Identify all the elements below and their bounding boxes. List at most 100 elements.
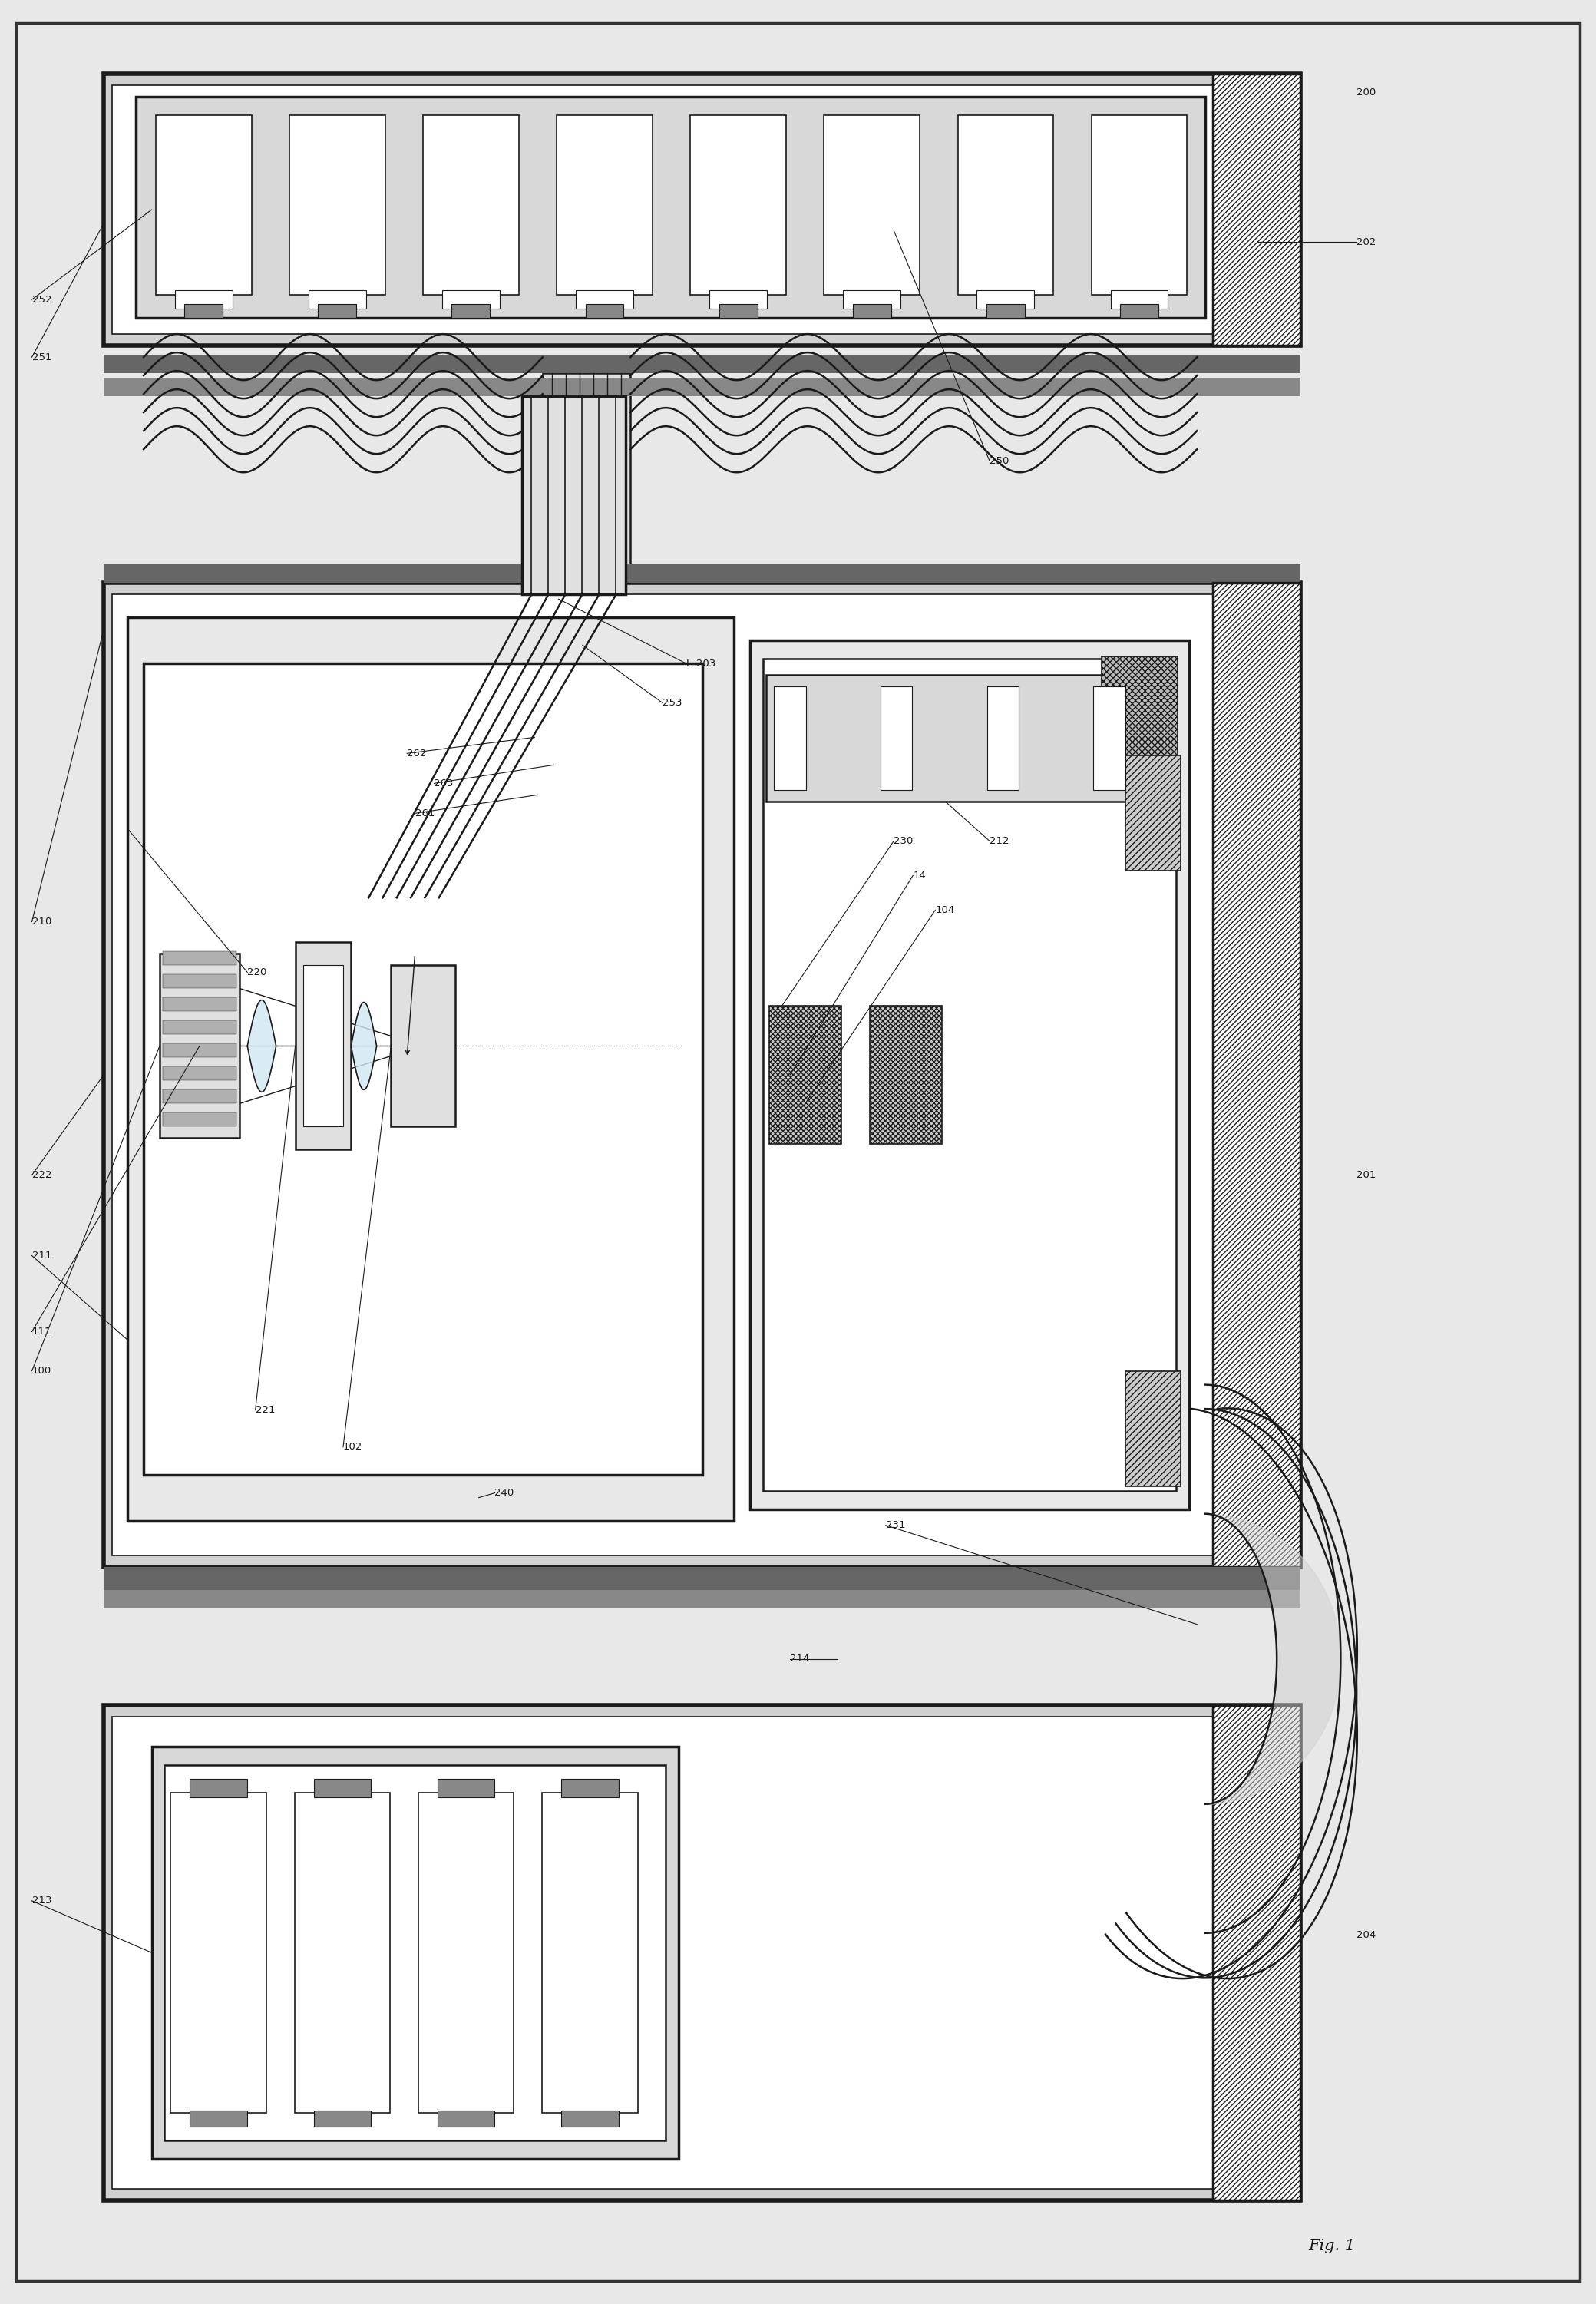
Text: 14: 14 bbox=[913, 871, 926, 880]
Text: 214: 214 bbox=[790, 1654, 809, 1663]
Bar bbox=[104, 583, 1301, 1567]
Bar bbox=[144, 664, 702, 1475]
Bar bbox=[104, 355, 1301, 373]
Bar bbox=[766, 675, 1125, 802]
Bar bbox=[163, 952, 236, 965]
Text: 111: 111 bbox=[32, 1327, 51, 1336]
Bar bbox=[136, 97, 1205, 318]
Bar bbox=[295, 942, 351, 1150]
Bar bbox=[720, 304, 758, 318]
Text: 261: 261 bbox=[415, 809, 434, 818]
Text: 230: 230 bbox=[894, 836, 913, 846]
Bar bbox=[112, 1716, 1293, 2189]
Bar bbox=[986, 304, 1025, 318]
Bar bbox=[576, 290, 634, 309]
Bar bbox=[986, 687, 1018, 790]
Text: 210: 210 bbox=[32, 917, 51, 926]
Bar bbox=[318, 304, 356, 318]
Text: 231: 231 bbox=[886, 1521, 905, 1530]
Text: 102: 102 bbox=[343, 1442, 362, 1452]
Bar bbox=[163, 1067, 236, 1081]
Bar bbox=[1101, 657, 1178, 790]
Bar bbox=[977, 290, 1034, 309]
Bar bbox=[112, 85, 1293, 334]
Bar bbox=[391, 965, 455, 1127]
Bar bbox=[1213, 583, 1301, 1567]
Bar bbox=[104, 74, 1301, 346]
Bar bbox=[750, 641, 1189, 1509]
Bar bbox=[586, 304, 624, 318]
Bar bbox=[1213, 1705, 1301, 2200]
Bar bbox=[163, 975, 236, 988]
Text: 253: 253 bbox=[662, 698, 681, 707]
Bar bbox=[557, 115, 653, 295]
Bar bbox=[958, 115, 1053, 295]
Bar bbox=[104, 378, 1301, 396]
Bar bbox=[418, 1793, 514, 2113]
Bar bbox=[104, 1590, 1301, 1608]
Text: 240: 240 bbox=[495, 1488, 514, 1498]
Bar bbox=[163, 1021, 236, 1034]
Text: 200: 200 bbox=[1357, 88, 1376, 97]
Bar bbox=[190, 1779, 247, 1797]
Bar bbox=[190, 2110, 247, 2127]
Bar bbox=[562, 1779, 618, 1797]
Text: 100: 100 bbox=[32, 1366, 51, 1375]
Bar bbox=[437, 1779, 495, 1797]
Bar bbox=[185, 304, 223, 318]
Text: 202: 202 bbox=[1357, 237, 1376, 247]
Bar bbox=[691, 115, 787, 295]
Bar bbox=[1092, 115, 1187, 295]
Bar bbox=[1111, 290, 1168, 309]
Bar bbox=[710, 290, 768, 309]
Text: 201: 201 bbox=[1357, 1170, 1376, 1180]
Bar bbox=[294, 1793, 389, 2113]
Bar bbox=[156, 115, 252, 295]
Text: L–203: L–203 bbox=[686, 659, 717, 668]
Bar bbox=[423, 115, 519, 295]
Bar bbox=[437, 2110, 495, 2127]
Bar bbox=[112, 594, 1293, 1555]
Bar bbox=[303, 965, 343, 1127]
Text: 204: 204 bbox=[1357, 1931, 1376, 1940]
Bar bbox=[171, 1793, 267, 2113]
Text: 262: 262 bbox=[407, 749, 426, 758]
Bar bbox=[562, 2110, 618, 2127]
Text: 213: 213 bbox=[32, 1896, 51, 1905]
Bar bbox=[1093, 687, 1125, 790]
Bar bbox=[543, 373, 630, 564]
Bar bbox=[1125, 756, 1181, 871]
Bar bbox=[852, 304, 891, 318]
Bar bbox=[763, 659, 1176, 1491]
Bar bbox=[289, 115, 385, 295]
Bar bbox=[160, 954, 239, 1138]
Bar bbox=[313, 2110, 370, 2127]
Bar bbox=[104, 564, 1301, 583]
Bar bbox=[442, 290, 500, 309]
Text: 220: 220 bbox=[247, 968, 267, 977]
Bar bbox=[824, 115, 919, 295]
Bar bbox=[128, 617, 734, 1521]
Text: 222: 222 bbox=[32, 1170, 51, 1180]
Bar bbox=[88, 51, 1317, 2223]
Bar bbox=[843, 290, 900, 309]
Bar bbox=[152, 1746, 678, 2159]
Text: 212: 212 bbox=[990, 836, 1009, 846]
Text: 221: 221 bbox=[255, 1405, 275, 1415]
Bar bbox=[769, 1007, 841, 1145]
Bar bbox=[1120, 304, 1159, 318]
Text: 263: 263 bbox=[434, 779, 453, 788]
Bar bbox=[313, 1779, 370, 1797]
Bar bbox=[541, 1793, 637, 2113]
Text: 211: 211 bbox=[32, 1251, 51, 1260]
Bar bbox=[176, 290, 233, 309]
Bar bbox=[308, 290, 365, 309]
Bar bbox=[163, 998, 236, 1011]
Polygon shape bbox=[351, 1002, 377, 1090]
Bar bbox=[163, 1090, 236, 1104]
Bar bbox=[881, 687, 913, 790]
Bar bbox=[104, 1705, 1301, 2200]
Bar bbox=[163, 1044, 236, 1058]
Bar bbox=[522, 396, 626, 594]
Bar bbox=[452, 304, 490, 318]
